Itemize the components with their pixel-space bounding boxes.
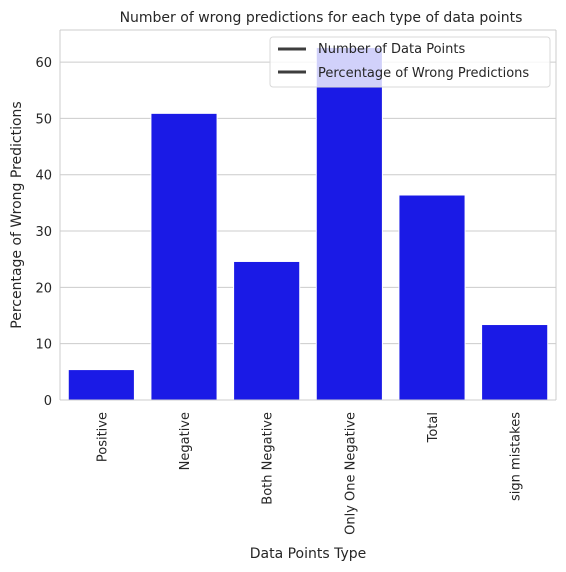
x-tick-label: Positive — [95, 412, 110, 462]
x-tick-label: Only One Negative — [343, 412, 358, 535]
bar-only-one-negative — [315, 46, 383, 401]
legend-box — [269, 36, 551, 88]
y-tick-labels: 0 10 20 30 40 50 60 — [35, 56, 52, 409]
legend: Number of Data Points Percentage of Wron… — [269, 36, 551, 88]
bar-negative — [150, 112, 218, 401]
plot-frame — [59, 29, 557, 401]
x-tick-label: Negative — [178, 412, 193, 470]
legend-label-1: Number of Data Points — [318, 42, 465, 57]
chart-title: Number of wrong predictions for each typ… — [120, 10, 523, 26]
plot-area — [60, 30, 556, 400]
y-tick-label: 20 — [35, 281, 52, 296]
x-tick-label: sign mistakes — [509, 412, 524, 501]
x-tick-label: Both Negative — [261, 412, 276, 505]
bar-positive — [67, 369, 135, 401]
legend-label-2: Percentage of Wrong Predictions — [318, 66, 529, 81]
y-axis-label: Percentage of Wrong Predictions — [9, 101, 25, 328]
y-tick-label: 60 — [35, 56, 52, 71]
x-tick-labels: Positive Negative Both Negative Only One Ne… — [95, 412, 523, 535]
x-tick-label: Total — [426, 412, 441, 443]
y-tick-label: 10 — [35, 338, 52, 353]
x-axis-label: Data Points Type — [250, 546, 367, 562]
bar-sign-mistakes — [481, 324, 549, 401]
bar-both-negative — [233, 260, 301, 401]
y-tick-label: 0 — [44, 394, 52, 409]
y-tick-label: 50 — [35, 112, 52, 127]
bar-total — [398, 194, 466, 401]
y-tick-label: 30 — [35, 225, 52, 240]
y-tick-label: 40 — [35, 169, 52, 184]
